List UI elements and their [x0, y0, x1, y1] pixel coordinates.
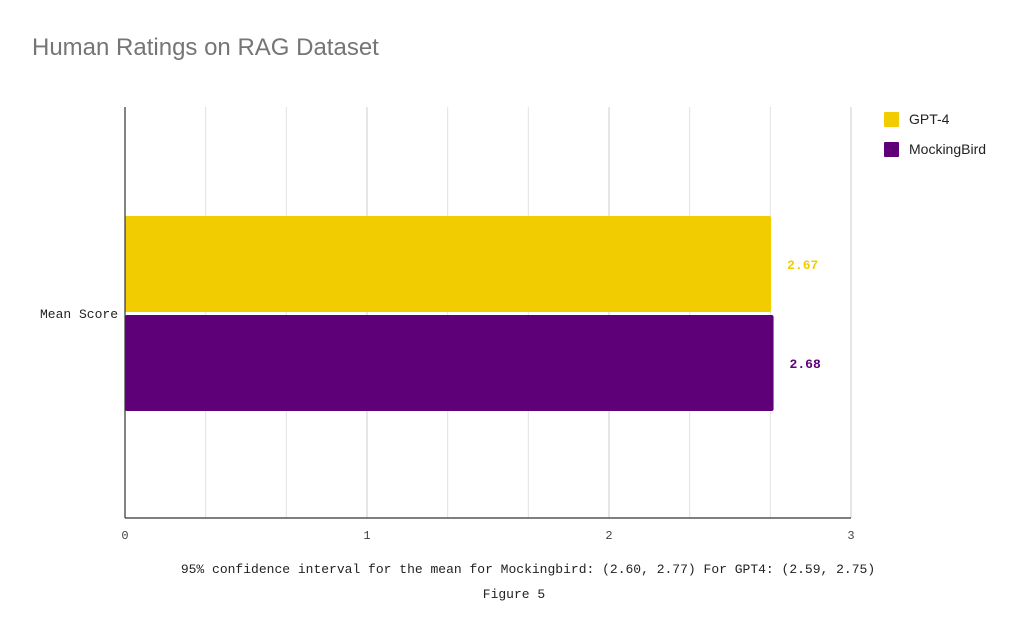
bar-gpt-4: [125, 216, 772, 312]
x-axis-ticks: 0 1 2 3: [121, 529, 854, 543]
confidence-interval-note: 95% confidence interval for the mean for…: [181, 562, 875, 577]
bars: [125, 216, 774, 411]
data-labels: 2.67 2.68: [787, 258, 821, 372]
legend-swatch: [884, 112, 899, 127]
legend-label: MockingBird: [909, 141, 986, 157]
legend: GPT-4 MockingBird: [884, 111, 986, 157]
gridlines: [205, 107, 852, 518]
legend-swatch: [884, 142, 899, 157]
figure-caption: Figure 5: [483, 587, 545, 602]
data-label-gpt-4: 2.67: [787, 258, 818, 273]
chart-title: Human Ratings on RAG Dataset: [32, 34, 379, 61]
x-tick-label: 0: [121, 529, 128, 543]
category-label-mean-score: Mean Score: [40, 307, 118, 322]
x-tick-label: 2: [605, 529, 612, 543]
bar-mockingbird: [125, 315, 774, 411]
x-tick-label: 1: [363, 529, 370, 543]
legend-label: GPT-4: [909, 111, 950, 127]
x-tick-label: 3: [847, 529, 854, 543]
data-label-mockingbird: 2.68: [790, 357, 821, 372]
